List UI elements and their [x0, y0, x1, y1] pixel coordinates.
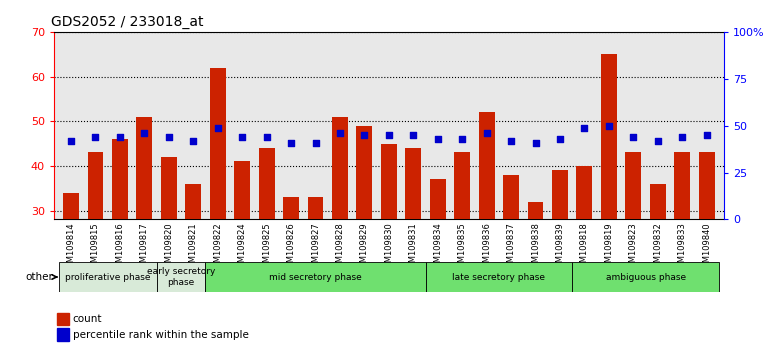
Bar: [503, 175, 519, 344]
Bar: [161, 157, 177, 344]
Bar: [136, 117, 152, 344]
Bar: [675, 153, 690, 344]
Bar: [577, 166, 592, 344]
Point: [310, 140, 322, 145]
Bar: [454, 153, 470, 344]
Bar: [156, 262, 206, 292]
Bar: [430, 179, 446, 344]
Bar: [259, 148, 275, 344]
Point: [89, 134, 102, 140]
Bar: [57, 328, 69, 341]
Point: [554, 136, 566, 142]
Point: [603, 123, 615, 129]
Text: other: other: [25, 272, 53, 282]
Point: [480, 130, 493, 136]
Text: GDS2052 / 233018_at: GDS2052 / 233018_at: [51, 16, 203, 29]
Text: late secretory phase: late secretory phase: [452, 273, 545, 281]
Bar: [527, 202, 544, 344]
Point: [187, 138, 199, 143]
Point: [701, 132, 713, 138]
Bar: [479, 112, 494, 344]
Bar: [381, 143, 397, 344]
Point: [114, 134, 126, 140]
Bar: [88, 153, 103, 344]
Point: [162, 134, 175, 140]
Text: mid secretory phase: mid secretory phase: [270, 273, 362, 281]
Bar: [234, 161, 250, 344]
Point: [65, 138, 77, 143]
Bar: [357, 126, 373, 344]
Bar: [332, 117, 348, 344]
Bar: [186, 184, 201, 344]
Point: [505, 138, 517, 143]
Point: [260, 134, 273, 140]
Point: [383, 132, 395, 138]
Text: count: count: [72, 314, 102, 324]
Point: [578, 125, 591, 130]
Point: [628, 134, 640, 140]
Point: [432, 136, 444, 142]
Point: [138, 130, 150, 136]
Bar: [283, 197, 299, 344]
Bar: [59, 262, 156, 292]
Point: [651, 138, 664, 143]
Point: [212, 125, 224, 130]
Bar: [650, 184, 666, 344]
Point: [236, 134, 248, 140]
Bar: [625, 153, 641, 344]
Point: [285, 140, 297, 145]
Point: [358, 132, 370, 138]
Bar: [209, 68, 226, 344]
Point: [530, 140, 542, 145]
Text: proliferative phase: proliferative phase: [65, 273, 150, 281]
Bar: [405, 148, 421, 344]
Point: [676, 134, 688, 140]
Bar: [698, 153, 715, 344]
Bar: [601, 54, 617, 344]
Point: [333, 130, 346, 136]
Bar: [112, 139, 128, 344]
Bar: [426, 262, 572, 292]
Bar: [307, 197, 323, 344]
Text: percentile rank within the sample: percentile rank within the sample: [72, 330, 249, 339]
Text: early secretory
phase: early secretory phase: [147, 267, 216, 287]
Bar: [552, 170, 568, 344]
Bar: [572, 262, 719, 292]
Point: [456, 136, 468, 142]
Point: [407, 132, 420, 138]
Bar: [63, 193, 79, 344]
Bar: [206, 262, 426, 292]
Text: ambiguous phase: ambiguous phase: [605, 273, 685, 281]
Bar: [57, 313, 69, 325]
